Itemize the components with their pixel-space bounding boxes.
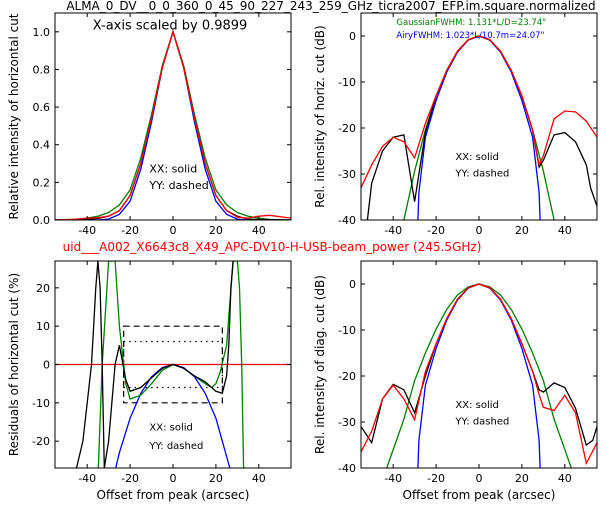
y-axis-label: Relative intensity of horizontal cut [7, 13, 21, 219]
x-axis-label: Offset from peak (arcsec) [97, 488, 250, 502]
y-tick-label: 0.0 [33, 214, 51, 227]
x-tick-label: -20 [427, 472, 445, 485]
y-tick-label: -30 [338, 168, 356, 181]
y-tick-label: -10 [32, 397, 50, 410]
y-tick-label: -20 [32, 435, 50, 448]
panel-bottom-left: -40 -20 0 20 40 20 10 0 -10 -20 Residuals of horiz… [7, 260, 292, 502]
x-tick-label: 0 [170, 472, 177, 485]
plot-area [55, 13, 291, 220]
y-tick-label: 0 [349, 278, 356, 291]
annotation: YY: dashed [148, 179, 208, 192]
y-tick-label: 0.8 [33, 63, 51, 76]
x-tick-label: 20 [515, 472, 529, 485]
y-tick-label: -30 [338, 416, 356, 429]
panel-bottom-right: -40 -20 0 20 40 0 -10 -20 -30 -40 Rel. intensity o… [313, 260, 598, 502]
annotation: XX: solid [149, 423, 192, 434]
y-tick-label: 0.4 [33, 139, 51, 152]
annotation: YY: dashed [148, 441, 203, 452]
x-tick-label: 40 [252, 472, 266, 485]
annotation: XX: solid [455, 400, 498, 411]
y-tick-label: -40 [338, 214, 356, 227]
y-tick-label: 0 [349, 30, 356, 43]
x-tick-label: -20 [427, 224, 445, 237]
x-tick-label: 20 [515, 224, 529, 237]
panel-top-left: -40 -20 0 20 40 0.0 0.2 0.4 0.6 0.8 1.0 Relative in… [7, 12, 292, 237]
panel-top-right: -40 -20 0 20 40 0 -10 -20 -30 -40 Rel. intensity o… [313, 12, 598, 237]
y-tick-label: 0.6 [33, 101, 51, 114]
plot-area [361, 13, 597, 220]
x-tick-label: -20 [121, 224, 139, 237]
x-tick-label: -40 [78, 224, 96, 237]
y-tick-label: -20 [338, 122, 356, 135]
x-tick-label: 40 [558, 224, 572, 237]
series-line-3 [361, 35, 597, 189]
x-tick-label: 20 [209, 472, 223, 485]
annotation: XX: solid [149, 162, 197, 175]
y-tick-label: 0.2 [33, 176, 51, 189]
legend-entry: AiryFWHM: 1.023*L/10.7m=24.07" [396, 31, 544, 41]
y-tick-label: 0 [43, 359, 50, 372]
y-tick-label: -40 [338, 462, 356, 475]
x-tick-label: 0 [476, 472, 483, 485]
figure-subtitle: uid___A002_X6643c8_X49_APC-DV10-H-USB-be… [63, 240, 482, 254]
series-line-3 [361, 283, 597, 466]
plot-area [361, 261, 597, 468]
annotation: XX: solid [455, 152, 498, 163]
x-tick-label: 0 [170, 224, 177, 237]
x-tick-label: -40 [384, 472, 402, 485]
annotation: X-axis scaled by 0.9899 [93, 18, 248, 33]
x-tick-label: -20 [121, 472, 139, 485]
y-tick-label: -10 [338, 76, 356, 89]
y-tick-label: -10 [338, 324, 356, 337]
x-tick-label: -40 [78, 472, 96, 485]
x-axis-label: Offset from peak (arcsec) [403, 488, 556, 502]
y-axis-label: Rel. intensity of diag. cut (dB) [313, 275, 327, 454]
y-tick-label: -20 [338, 370, 356, 383]
series-line-3 [55, 29, 291, 220]
y-tick-label: 10 [36, 320, 50, 333]
y-tick-label: 1.0 [33, 26, 51, 39]
x-tick-label: 20 [209, 224, 223, 237]
legend-entry: GaussianFWHM: 1.131*L/D=23.74" [396, 18, 546, 28]
y-axis-label: Rel. intensity of horiz. cut (dB) [313, 25, 327, 207]
x-tick-label: -40 [384, 224, 402, 237]
series-line-3 [75, 261, 234, 468]
y-tick-label: 20 [36, 282, 50, 295]
annotation: YY: dashed [454, 416, 509, 427]
annotation: YY: dashed [454, 168, 509, 179]
x-tick-label: 40 [252, 224, 266, 237]
y-axis-label: Residuals of horizontal cut (%) [7, 273, 21, 456]
figure-title: ALMA_0_DV__0_0_360_0_45_90_227_243_259_G… [66, 0, 595, 13]
x-tick-label: 40 [558, 472, 572, 485]
x-tick-label: 0 [476, 224, 483, 237]
